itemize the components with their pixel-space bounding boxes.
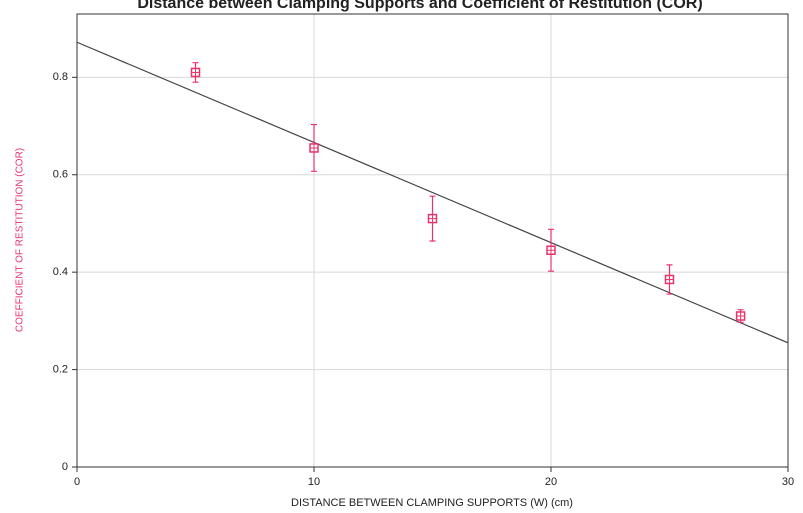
data-point-cross bbox=[665, 275, 674, 284]
x-tick-label: 0 bbox=[74, 476, 80, 488]
y-tick-label: 0.4 bbox=[53, 266, 68, 278]
x-tick-label: 30 bbox=[782, 476, 794, 488]
data-point-cross bbox=[736, 312, 745, 320]
data-point-cross bbox=[310, 143, 318, 152]
x-tick-label: 10 bbox=[308, 476, 320, 488]
x-axis-label: DISTANCE BETWEEN CLAMPING SUPPORTS (W) (… bbox=[291, 497, 573, 509]
y-tick-label: 0 bbox=[62, 461, 68, 473]
data-point-cross bbox=[428, 214, 437, 223]
data-point-cross bbox=[191, 68, 200, 77]
y-tick-label: 0.8 bbox=[53, 71, 68, 83]
y-axis-label: COEFFICIENT OF RESTITUTION (COR) bbox=[15, 148, 26, 332]
fit-line bbox=[76, 41, 789, 344]
y-tick-label: 0.2 bbox=[53, 363, 68, 375]
data-point-cross bbox=[547, 246, 555, 255]
y-tick-label: 0.6 bbox=[53, 169, 68, 181]
x-tick-label: 20 bbox=[545, 476, 557, 488]
plot-frame bbox=[76, 13, 789, 468]
chart-title: Distance between Clamping Supports and C… bbox=[137, 0, 702, 12]
